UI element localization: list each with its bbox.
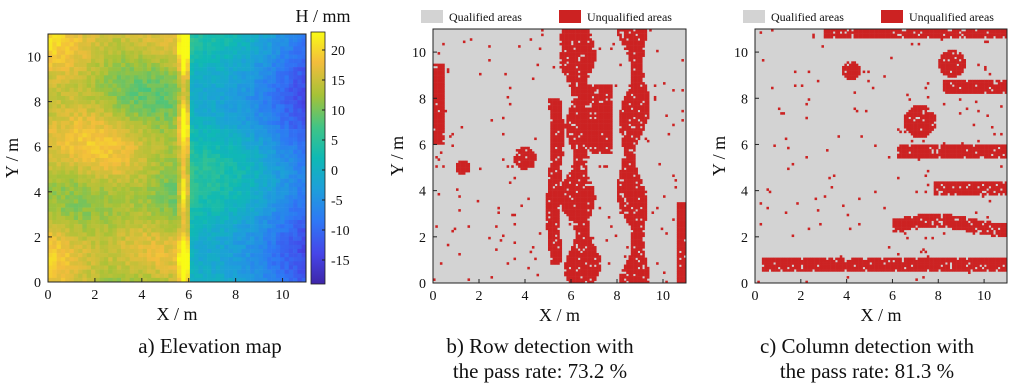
panel-c-legend-swatch — [881, 10, 903, 23]
colorbar-tick-label: 0 — [331, 164, 338, 179]
panel-c-unqualified-cells — [757, 29, 1008, 284]
colorbar-tick-label: 15 — [331, 74, 345, 89]
panel-c-y-tick-label: 4 — [741, 185, 748, 200]
colorbar-tick-label: -15 — [331, 254, 350, 269]
caption-b-line2: the pass rate: 73.2 % — [452, 359, 628, 383]
caption-c: c) Column detection with the pass rate: … — [742, 334, 992, 384]
panel-b-y-axis-label: Y / m — [387, 136, 407, 176]
panel-b-x-axis-label: X / m — [539, 305, 580, 325]
panel-c-y-axis-label: Y / m — [709, 136, 729, 176]
panel-c-x-tick-label: 10 — [977, 289, 991, 304]
colorbar-tick-label: 20 — [331, 44, 345, 59]
colorbar-tick-label: 5 — [331, 134, 338, 149]
panel-b-y-tick-label: 0 — [419, 277, 426, 292]
colorbar-title: H / mm — [295, 6, 350, 26]
panel-b-y-tick-label: 6 — [419, 138, 426, 153]
panel-a-x-tick-label: 8 — [232, 288, 239, 303]
panel-a-x-tick-label: 4 — [138, 288, 145, 303]
panel-b-legend-label: Qualified areas — [449, 10, 522, 24]
panel-b-legend-swatch — [559, 10, 581, 23]
colorbar — [310, 31, 326, 285]
panel-c-x-tick-label: 8 — [935, 289, 942, 304]
panel-b-x-tick-label: 2 — [476, 289, 483, 304]
panel-c-x-tick-label: 4 — [843, 289, 850, 304]
panel-c-x-axis-label: X / m — [860, 305, 901, 325]
panel-c-y-tick-label: 6 — [741, 138, 748, 153]
panel-a-y-tick-label: 0 — [34, 276, 41, 291]
colorbar-tick-label: 10 — [331, 104, 345, 119]
caption-c-line1: c) Column detection with — [759, 334, 975, 358]
panel-a-x-tick-label: 6 — [185, 288, 192, 303]
panel-b-y-tick-label: 2 — [419, 231, 426, 246]
panel-b-y-tick-label: 8 — [419, 92, 426, 107]
panel-b-plot-frame — [432, 28, 687, 284]
panel-a-y-tick-label: 6 — [34, 141, 41, 156]
panel-b-x-tick-label: 6 — [568, 289, 575, 304]
panel-a-y-tick-label: 4 — [34, 186, 41, 201]
caption-b: b) Row detection with the pass rate: 73.… — [420, 334, 660, 384]
panel-c-x-tick-label: 0 — [752, 289, 759, 304]
panel-c-legend: Qualified areas Unqualified areas — [743, 10, 994, 24]
panel-a-y-tick-label: 2 — [34, 231, 41, 246]
panel-a-plot-frame — [47, 33, 307, 283]
panel-b-x-tick-label: 10 — [656, 289, 670, 304]
panel-b-x-tick-label: 8 — [614, 289, 621, 304]
panel-a-elevation-map: 0 2 4 6 8 10 0 2 4 6 8 10 X / m Y / m 20 15 10 5 0 -5 -10 -15… — [2, 6, 351, 324]
panel-b-unqualified-cells — [433, 29, 687, 284]
colorbar-tick-label: -10 — [331, 224, 350, 239]
panel-c-x-tick-label: 2 — [797, 289, 804, 304]
panel-a-y-axis-label: Y / m — [2, 138, 22, 178]
panel-b-legend-label: Unqualified areas — [587, 10, 672, 24]
caption-a: a) Elevation map — [120, 334, 300, 359]
panel-b-legend: Qualified areas Unqualified areas — [421, 10, 672, 24]
panel-c-x-tick-label: 6 — [889, 289, 896, 304]
panel-a-x-tick-label: 2 — [91, 288, 98, 303]
elevation-heatmap-cells — [48, 34, 307, 283]
panel-b-legend-swatch — [421, 10, 443, 23]
panel-c-column-detection: 0 2 4 6 8 10 0 2 4 6 8 10 X / m Y / m Qualified areas U… — [709, 10, 1008, 325]
panel-c-y-tick-label: 8 — [741, 92, 748, 107]
caption-b-line1: b) Row detection with — [446, 334, 634, 358]
caption-a-text: a) Elevation map — [138, 334, 282, 358]
panel-b-x-tick-label: 0 — [430, 289, 437, 304]
panel-a-x-tick-label: 10 — [276, 288, 290, 303]
panel-b-y-tick-label: 10 — [412, 46, 426, 61]
panel-c-plot-frame — [754, 28, 1008, 284]
colorbar-tick-label: -5 — [331, 194, 343, 209]
panel-a-y-tick-label: 8 — [34, 96, 41, 111]
panel-c-legend-label: Unqualified areas — [909, 10, 994, 24]
panel-c-legend-swatch — [743, 10, 765, 23]
panel-c-y-tick-label: 0 — [741, 277, 748, 292]
panel-a-x-axis-label: X / m — [156, 304, 197, 324]
caption-c-line2: the pass rate: 81.3 % — [779, 359, 955, 383]
panel-a-x-tick-label: 0 — [45, 288, 52, 303]
panel-c-y-tick-label: 10 — [734, 46, 748, 61]
panel-a-y-tick-label: 10 — [27, 51, 41, 66]
panel-c-y-tick-label: 2 — [741, 231, 748, 246]
panel-b-row-detection: 0 2 4 6 8 10 0 2 4 6 8 10 X / m Y / m Qualified areas U… — [387, 10, 687, 325]
panel-c-legend-label: Qualified areas — [771, 10, 844, 24]
panel-b-x-tick-label: 4 — [522, 289, 529, 304]
panel-b-y-tick-label: 4 — [419, 185, 426, 200]
